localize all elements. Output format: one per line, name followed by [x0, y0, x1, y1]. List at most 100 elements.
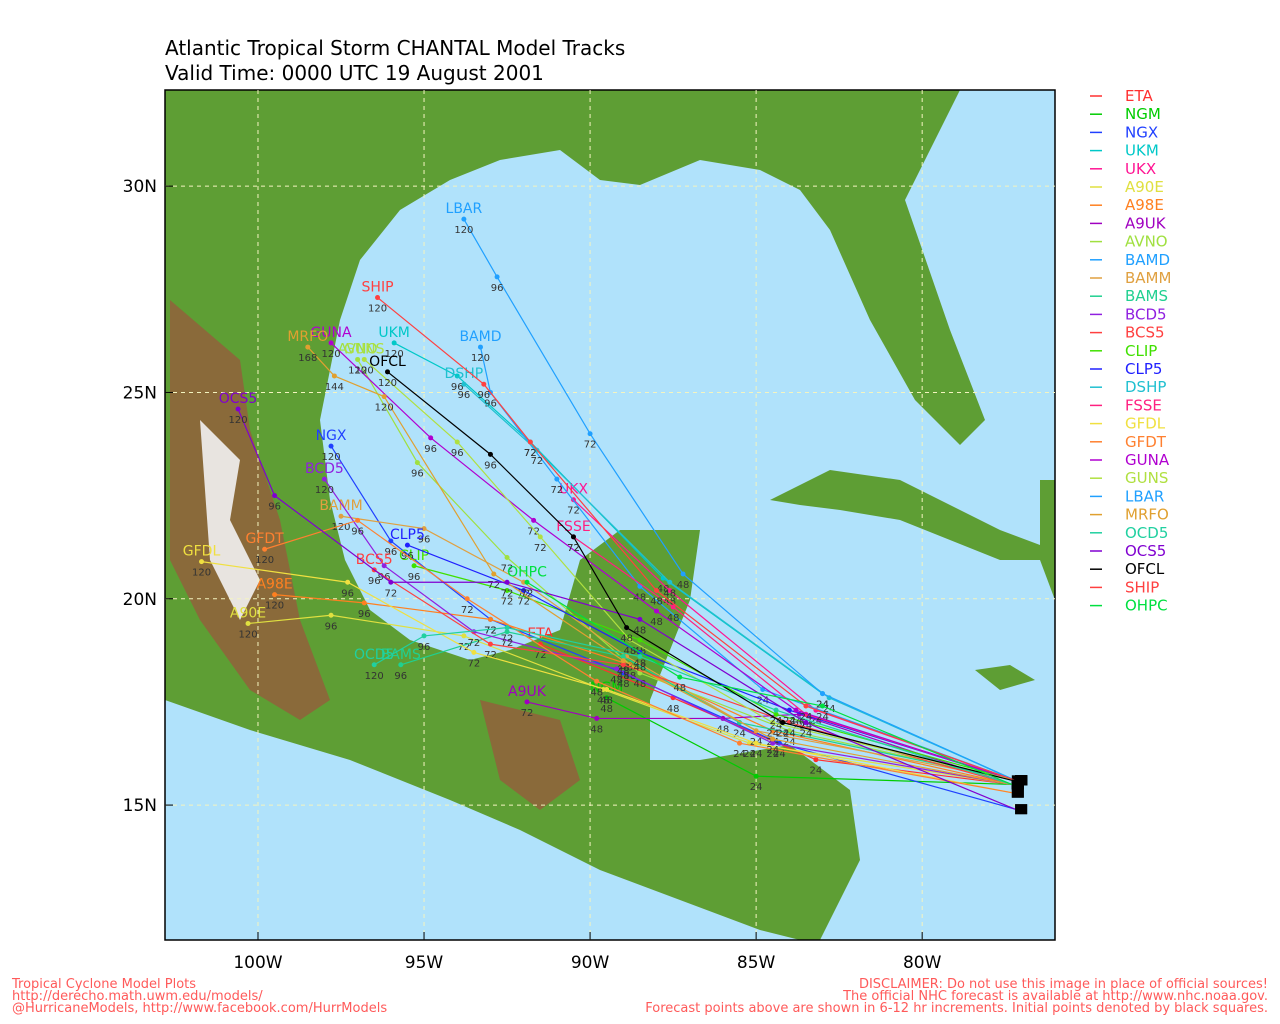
forecast-hour: 72: [484, 625, 497, 636]
forecast-hour: 96: [418, 535, 431, 546]
forecast-hour: 72: [461, 605, 474, 616]
forecast-point: [570, 534, 576, 540]
forecast-hour: 120: [471, 353, 490, 364]
track-line: [264, 519, 1012, 794]
track-line: [373, 627, 1013, 786]
forecast-point: [385, 369, 390, 375]
forecast-point: [637, 637, 643, 643]
forecast-hour: 48: [617, 663, 630, 674]
forecast-hour: 96: [477, 390, 490, 401]
track-line: [377, 297, 1016, 781]
track-name: BAMD: [459, 329, 501, 345]
forecast-point: [820, 691, 826, 697]
forecast-hour: 120: [238, 630, 257, 641]
forecast-point: [753, 740, 759, 746]
y-tick-label: 30N: [123, 177, 157, 197]
forecast-point: [773, 711, 779, 717]
forecast-hour: 48: [677, 580, 690, 591]
forecast-hour: 72: [534, 650, 547, 661]
forecast-point: [355, 517, 361, 523]
forecast-hour: 120: [375, 403, 394, 414]
title: Atlantic Tropical Storm CHANTAL Model Tr…: [165, 36, 625, 60]
forecast-point: [338, 513, 344, 519]
forecast-point: [272, 493, 278, 499]
forecast-hour: 120: [315, 485, 334, 496]
forecast-hour: 120: [265, 601, 284, 612]
forecast-hour: 24: [743, 749, 756, 760]
forecast-point: [653, 608, 659, 614]
x-tick-label: 100W: [233, 953, 282, 973]
forecast-hour: 48: [634, 592, 647, 603]
forecast-hour: 48: [620, 634, 633, 645]
initial-point: [1011, 787, 1024, 798]
legend-label: GFDL: [1125, 415, 1166, 433]
legend-label: NGX: [1125, 123, 1158, 141]
track-line: [274, 594, 1012, 786]
legend-label: A9UK: [1125, 214, 1167, 232]
forecast-point: [494, 274, 500, 280]
forecast-hour: 72: [567, 506, 580, 517]
forecast-point: [813, 757, 819, 763]
forecast-hour: 24: [766, 745, 779, 756]
legend-label: GUNS: [1125, 469, 1168, 487]
forecast-point: [404, 542, 410, 548]
forecast-hour: 120: [365, 671, 384, 682]
subtitle: Valid Time: 0000 UTC 19 August 2001: [165, 61, 544, 85]
forecast-hour: 48: [600, 704, 613, 715]
legend-label: OCS5: [1125, 542, 1166, 560]
forecast-point: [667, 579, 673, 585]
forecast-point: [262, 546, 268, 552]
forecast-point: [527, 439, 533, 445]
forecast-hour: 96: [268, 502, 281, 513]
forecast-hour: 48: [667, 704, 680, 715]
forecast-point: [624, 625, 630, 631]
forecast-point: [770, 740, 776, 746]
forecast-hour: 120: [378, 378, 397, 389]
forecast-hour: 48: [657, 584, 670, 595]
forecast-point: [454, 439, 460, 445]
forecast-point: [677, 674, 683, 680]
forecast-hour: 96: [394, 671, 407, 682]
forecast-point: [391, 340, 397, 346]
initial-point: [1011, 779, 1024, 790]
forecast-hour: 96: [351, 526, 364, 537]
forecast-point: [737, 740, 743, 746]
forecast-hour: 120: [229, 415, 248, 426]
track-name: LBAR: [446, 201, 483, 217]
basemap: [165, 90, 1055, 940]
legend-label: SHIP: [1125, 578, 1159, 596]
track-name: A90E: [230, 606, 266, 622]
forecast-hour: 144: [325, 382, 344, 393]
forecast-hour: 48: [617, 679, 630, 690]
forecast-point: [653, 588, 659, 594]
forecast-hour: 24: [770, 720, 783, 731]
forecast-hour: 96: [458, 390, 471, 401]
footer-left: @HurricaneModels, http://www.facebook.co…: [12, 1001, 387, 1016]
forecast-hour: 96: [418, 642, 431, 653]
legend-label: FSSE: [1125, 396, 1162, 414]
forecast-point: [637, 616, 643, 622]
track-name: A98E: [256, 577, 292, 593]
forecast-hour: 48: [673, 683, 686, 694]
forecast-hour: 120: [331, 522, 350, 533]
forecast-hour: 72: [467, 638, 480, 649]
legend-label: BCD5: [1125, 305, 1167, 323]
forecast-hour: 72: [527, 526, 540, 537]
track-name: DSHP: [445, 366, 484, 382]
forecast-point: [481, 381, 487, 387]
forecast-point: [345, 579, 351, 585]
legend-label: NGM: [1125, 105, 1161, 123]
track-line: [540, 643, 1012, 786]
forecast-point: [411, 563, 417, 569]
forecast-hour: 48: [634, 658, 647, 669]
forecast-hour: 72: [501, 564, 514, 575]
forecast-point: [524, 699, 530, 705]
forecast-hour: 120: [192, 568, 211, 579]
forecast-point: [803, 703, 809, 709]
track-line: [363, 358, 1016, 781]
forecast-point: [760, 687, 766, 693]
forecast-hour: 48: [624, 646, 637, 657]
forecast-point: [680, 571, 686, 577]
track-name: UKM: [378, 325, 410, 341]
forecast-point: [321, 476, 327, 482]
